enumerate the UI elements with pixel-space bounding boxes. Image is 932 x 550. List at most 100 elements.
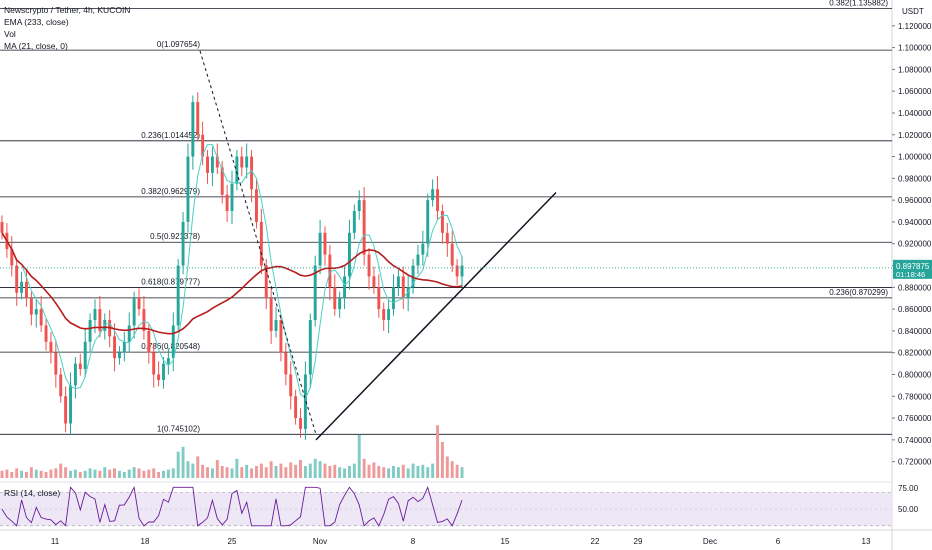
fib-level-label: 0.236(1.014452) xyxy=(141,131,200,140)
candle-body xyxy=(162,363,165,380)
volume-bar xyxy=(455,464,459,478)
volume-bar xyxy=(122,472,126,478)
volume-bar xyxy=(29,467,33,478)
candle-body xyxy=(78,363,82,370)
candle-body xyxy=(235,156,239,184)
volume-bar xyxy=(328,466,332,478)
candle-body xyxy=(294,396,298,419)
fib-level-label: 0.382(1.135882) xyxy=(829,0,888,7)
volume-bar xyxy=(64,467,68,478)
candle-body xyxy=(416,254,420,266)
volume-bar xyxy=(98,470,102,478)
volume-bar xyxy=(401,464,405,478)
trend-line xyxy=(315,191,557,441)
candle-body xyxy=(0,221,4,233)
candle-body xyxy=(396,276,400,288)
candle-body xyxy=(284,352,288,375)
candle-body xyxy=(289,374,293,397)
volume-bar xyxy=(44,472,48,478)
volume-bar xyxy=(83,470,87,478)
candle-body xyxy=(127,325,131,342)
legend-ema: EMA (233, close) xyxy=(4,17,69,27)
y-tick-label: 0.720000 xyxy=(898,458,932,467)
fib-dashed-line xyxy=(199,50,317,435)
rsi-label: RSI (14, close) xyxy=(4,488,61,498)
volume-bar xyxy=(250,468,254,478)
candle-body xyxy=(406,287,410,299)
candle-body xyxy=(49,341,53,353)
legend-symbol: Newscrypto / Tether, 4h, KUCOIN xyxy=(4,5,131,15)
volume-bar xyxy=(421,464,425,478)
volume-bar xyxy=(294,464,298,478)
candle-body xyxy=(176,265,180,326)
candle-body xyxy=(10,249,14,266)
x-tick-label: 11 xyxy=(51,537,60,546)
candle-body xyxy=(362,200,366,255)
candle-body xyxy=(347,232,351,277)
candle-body xyxy=(455,265,459,277)
volume-bar xyxy=(382,467,386,478)
candle-body xyxy=(318,232,322,266)
candle-body xyxy=(83,341,87,370)
volume-bar xyxy=(0,470,4,478)
volume-bar xyxy=(323,463,327,478)
current-price-countdown: 01:18:46 xyxy=(896,270,925,279)
volume-bar xyxy=(54,468,58,478)
candle-body xyxy=(15,265,19,293)
candle-body xyxy=(171,325,175,359)
candle-body xyxy=(44,325,48,342)
x-tick-label: 29 xyxy=(634,537,643,546)
volume-bar xyxy=(431,463,435,478)
volume-bar xyxy=(69,470,72,478)
volume-bar xyxy=(411,463,415,478)
fib-level-label: 1(0.745102) xyxy=(157,424,200,433)
volume-bar xyxy=(406,468,410,478)
volume-bar xyxy=(78,472,82,478)
volume-bar xyxy=(372,462,376,478)
candle-body xyxy=(206,156,209,173)
y-tick-label: 0.820000 xyxy=(898,349,932,358)
candle-body xyxy=(367,254,371,277)
candle-body xyxy=(299,418,302,429)
candle-body xyxy=(73,363,77,386)
candle-body xyxy=(166,358,170,364)
x-tick-label: 13 xyxy=(862,537,871,546)
candle-body xyxy=(215,156,219,168)
y-tick-label: 0.980000 xyxy=(898,174,932,183)
volume-bar xyxy=(299,460,302,478)
fib-level-label: 0.382(0.962979) xyxy=(141,187,200,196)
candle-body xyxy=(421,243,425,255)
volume-bar xyxy=(39,470,43,478)
volume-bar xyxy=(460,467,464,478)
y-tick-label: 0.920000 xyxy=(898,240,932,249)
candle-body xyxy=(186,156,190,222)
candle-body xyxy=(357,200,361,212)
rsi-tick-label: 50.00 xyxy=(898,505,919,514)
candle-body xyxy=(210,156,214,173)
candle-body xyxy=(303,374,307,429)
candle-body xyxy=(323,232,327,255)
volume-bar xyxy=(392,466,395,478)
y-tick-label: 0.800000 xyxy=(898,370,932,379)
volume-bar xyxy=(259,463,263,478)
candle-body xyxy=(274,320,278,331)
volume-bar xyxy=(5,469,9,478)
volume-bar xyxy=(142,470,146,478)
x-tick-label: 15 xyxy=(501,537,510,546)
y-tick-label: 0.840000 xyxy=(898,327,932,336)
candle-body xyxy=(313,265,317,320)
candle-body xyxy=(132,298,136,326)
candle-body xyxy=(191,102,195,157)
y-tick-label: 1.020000 xyxy=(898,131,932,140)
x-tick-label: 18 xyxy=(141,537,150,546)
y-tick-label: 0.860000 xyxy=(898,305,932,314)
candle-body xyxy=(20,281,24,293)
volume-bar xyxy=(10,472,14,478)
candle-body xyxy=(343,276,347,299)
y-tick-label: 0.880000 xyxy=(898,283,932,292)
volume-bar xyxy=(274,466,278,478)
candle-body xyxy=(338,298,342,310)
volume-bar xyxy=(171,468,175,478)
x-tick-label: 6 xyxy=(776,537,781,546)
